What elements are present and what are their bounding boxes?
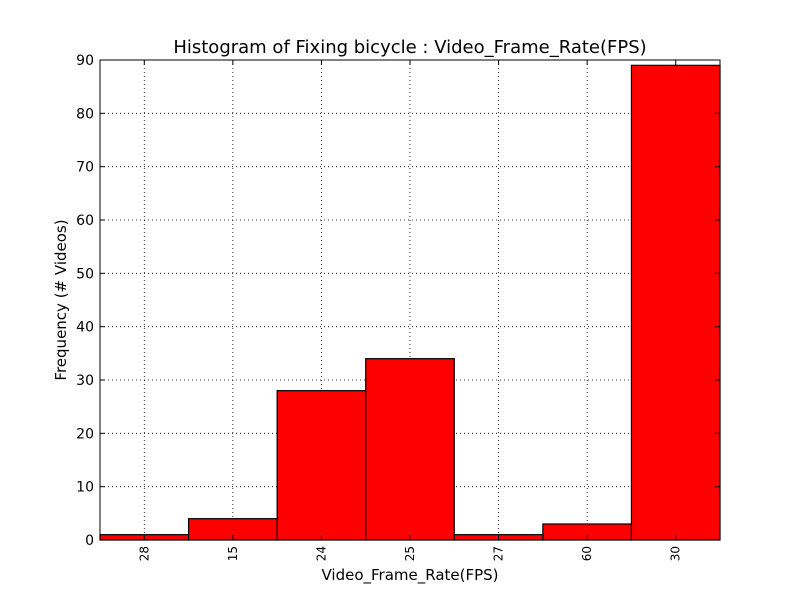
y-axis-label: Frequency (# Videos) [52,219,70,380]
y-tick-label: 90 [76,53,94,69]
y-tick-label: 0 [85,533,94,549]
x-tick-label: 25 [403,546,417,561]
x-tick-label: 28 [137,546,151,561]
y-tick-label: 50 [76,266,94,282]
x-tick-label: 15 [226,546,240,561]
y-tick-label: 20 [76,426,94,442]
chart-title: Histogram of Fixing bicycle : Video_Fram… [173,37,646,58]
y-tick-label: 60 [76,213,94,229]
bar-24 [276,390,367,541]
x-tick-label: 24 [314,546,328,561]
bar-30 [630,64,721,541]
y-tick-label: 40 [76,320,94,336]
x-tick-label: 30 [669,546,683,561]
bar-25 [365,358,455,541]
y-tick-label: 10 [76,480,94,496]
x-axis-label: Video_Frame_Rate(FPS) [321,566,498,585]
axis-ticks [100,59,720,541]
y-tick-label: 70 [76,160,94,176]
y-tick-labels: 0 10 20 30 40 50 60 70 80 90 [76,53,94,549]
y-tick-label: 30 [76,373,94,389]
x-tick-label: 27 [492,546,506,561]
x-tick-labels: 28 15 24 25 27 60 30 [137,546,682,561]
y-tick-label: 80 [76,106,94,122]
x-tick-label: 60 [580,546,594,561]
